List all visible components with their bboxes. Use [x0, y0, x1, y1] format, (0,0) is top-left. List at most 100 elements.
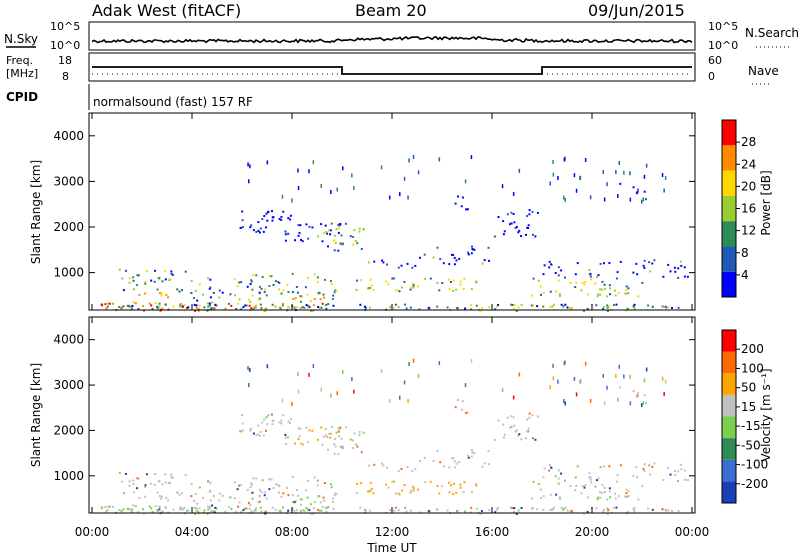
power-cell [356, 279, 359, 282]
velocity-cell [599, 466, 602, 469]
velocity-cell [277, 484, 280, 487]
power-cell [677, 306, 680, 309]
velocity-cell [494, 511, 497, 514]
power-cell [398, 290, 401, 293]
power-panel-frame [88, 112, 696, 311]
velocity-cell [272, 487, 275, 490]
power-cell [282, 210, 285, 213]
velocity-cell [274, 508, 277, 511]
velocity-cell [183, 506, 186, 509]
velocity-cell [564, 479, 566, 482]
power-cell [332, 294, 335, 297]
velocity-cell [452, 493, 455, 496]
power-cell [249, 226, 252, 229]
velocity-cell [586, 496, 589, 499]
velocity-cell [184, 473, 187, 476]
power-cell [601, 280, 604, 283]
power-cell [165, 294, 168, 296]
velocity-cell [608, 465, 611, 468]
power-cell [564, 276, 566, 279]
power-cell [263, 288, 266, 291]
power-cell [207, 277, 210, 280]
power-cell [549, 306, 552, 308]
velocity-cell [251, 491, 254, 494]
velocity-cell [249, 368, 251, 372]
power-cell [312, 304, 315, 307]
power-cell [599, 293, 602, 296]
velocity-cell [209, 507, 211, 510]
power-cell [132, 279, 135, 282]
velocity-cell [132, 479, 135, 482]
power-cell [645, 163, 648, 168]
power-cell [122, 289, 125, 292]
velocity-cell [325, 506, 328, 509]
velocity-cell [642, 400, 645, 405]
power-cell [510, 222, 513, 225]
velocity-cell [542, 476, 545, 479]
velocity-cell [268, 488, 271, 491]
power-cell [453, 256, 456, 259]
velocity-cell [643, 378, 646, 383]
power-cell [550, 263, 553, 266]
power-cell [542, 305, 545, 308]
velocity-cell [241, 422, 244, 425]
power-cell [615, 303, 618, 306]
velocity-cell [142, 508, 145, 511]
power-cell [515, 225, 518, 228]
power-cell [503, 230, 506, 233]
power-cell [262, 230, 265, 233]
power-cell [597, 274, 600, 277]
power-cell [618, 161, 620, 165]
power-cell [586, 307, 589, 310]
velocity-cell [156, 491, 159, 494]
velocity-cell [224, 510, 227, 513]
power-cell [263, 215, 266, 217]
power-cell [448, 278, 451, 281]
power-cell [372, 289, 375, 292]
power-cell [312, 309, 315, 312]
velocity-cell [330, 486, 333, 489]
power-cell [289, 218, 291, 221]
velocity-cell [552, 376, 555, 381]
velocity-cell [356, 482, 359, 485]
velocity-cell [120, 510, 123, 513]
power-cell [392, 277, 395, 280]
velocity-cell [137, 510, 140, 513]
power-cell [452, 253, 455, 256]
velocity-cell [562, 508, 565, 510]
power-cell [248, 179, 250, 184]
power-cell [369, 306, 371, 309]
power-cell [337, 227, 340, 230]
velocity-cell [503, 433, 506, 436]
velocity-cell [464, 510, 467, 513]
velocity-cell [574, 489, 577, 492]
velocity-cell [248, 383, 250, 387]
velocity-cell [250, 427, 253, 430]
velocity-cell [635, 466, 638, 469]
power-cell [590, 278, 593, 281]
velocity-cell [367, 490, 370, 493]
velocity-cell [335, 492, 338, 495]
power-cell [475, 304, 478, 307]
power-cell [586, 293, 589, 296]
power-cell [409, 306, 412, 309]
power-cell [145, 270, 148, 272]
ytick-label: 4000 [53, 333, 84, 347]
power-cell [193, 297, 195, 299]
power-cell [601, 288, 604, 291]
power-cell [330, 280, 332, 283]
power-cell [325, 303, 328, 306]
velocity-cell [300, 498, 303, 501]
velocity-cell [171, 477, 174, 479]
power-cell [322, 293, 325, 296]
velocity-cell [619, 386, 622, 389]
power-cell [470, 155, 473, 160]
velocity-cell [298, 435, 301, 438]
velocity-cell [369, 490, 372, 492]
velocity-cell [549, 509, 552, 511]
power-cell [278, 218, 281, 221]
power-cell [497, 304, 499, 306]
velocity-cell [138, 497, 141, 499]
power-cell [209, 286, 212, 289]
power-cell [104, 303, 107, 306]
